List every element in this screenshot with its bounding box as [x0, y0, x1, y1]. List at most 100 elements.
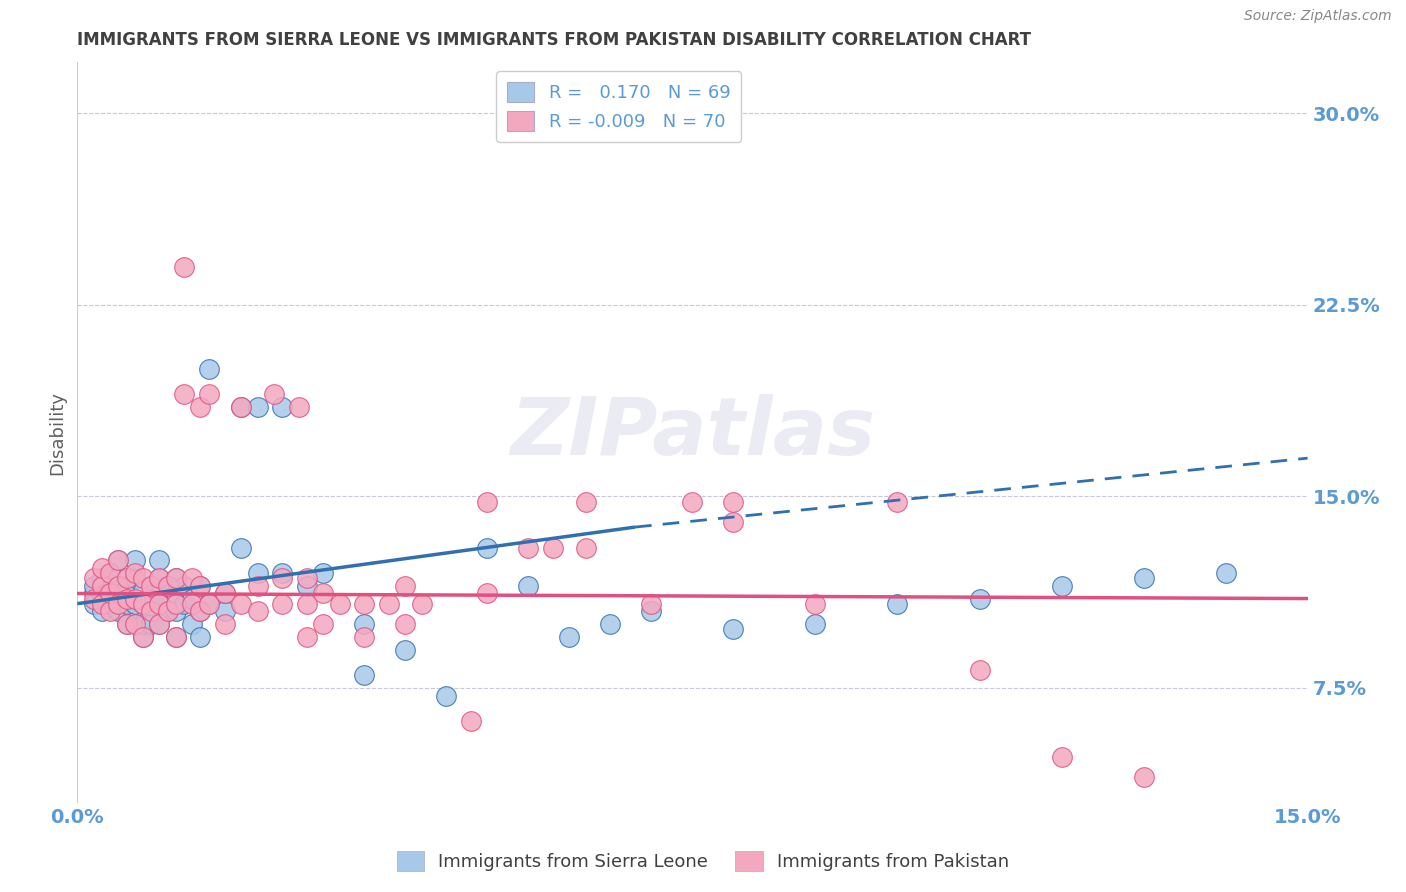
Point	[804, 597, 827, 611]
Point	[214, 617, 236, 632]
Point	[165, 597, 187, 611]
Point	[124, 617, 146, 632]
Point	[115, 617, 138, 632]
Point	[132, 571, 155, 585]
Point	[541, 541, 564, 555]
Point	[599, 617, 621, 632]
Text: ZIPatlas: ZIPatlas	[510, 393, 875, 472]
Point	[115, 579, 138, 593]
Y-axis label: Disability: Disability	[48, 391, 66, 475]
Point	[83, 579, 105, 593]
Point	[156, 604, 179, 618]
Point	[246, 566, 269, 580]
Point	[132, 630, 155, 644]
Point	[477, 494, 499, 508]
Point	[148, 571, 170, 585]
Point	[107, 553, 129, 567]
Point	[1050, 579, 1073, 593]
Point	[197, 597, 219, 611]
Point	[378, 597, 401, 611]
Point	[1132, 571, 1154, 585]
Point	[107, 553, 129, 567]
Point	[246, 579, 269, 593]
Point	[83, 571, 105, 585]
Point	[132, 597, 155, 611]
Point	[181, 591, 204, 606]
Point	[271, 400, 294, 414]
Point	[181, 571, 204, 585]
Point	[1132, 770, 1154, 784]
Point	[107, 571, 129, 585]
Point	[886, 597, 908, 611]
Point	[165, 630, 187, 644]
Point	[98, 597, 121, 611]
Point	[271, 566, 294, 580]
Point	[90, 597, 114, 611]
Point	[90, 579, 114, 593]
Point	[132, 583, 155, 598]
Point	[115, 571, 138, 585]
Point	[886, 494, 908, 508]
Point	[98, 571, 121, 585]
Point	[575, 541, 598, 555]
Point	[246, 400, 269, 414]
Point	[312, 586, 335, 600]
Point	[156, 579, 179, 593]
Point	[148, 617, 170, 632]
Point	[295, 597, 318, 611]
Point	[165, 571, 187, 585]
Point	[682, 494, 704, 508]
Point	[188, 579, 212, 593]
Point	[394, 617, 416, 632]
Point	[295, 579, 318, 593]
Point	[188, 604, 212, 618]
Point	[214, 586, 236, 600]
Point	[231, 597, 253, 611]
Point	[165, 604, 187, 618]
Point	[197, 361, 219, 376]
Point	[969, 663, 991, 677]
Point	[214, 586, 236, 600]
Point	[436, 689, 458, 703]
Point	[188, 579, 212, 593]
Point	[188, 400, 212, 414]
Point	[231, 400, 253, 414]
Point	[115, 617, 138, 632]
Point	[173, 387, 195, 401]
Point	[246, 604, 269, 618]
Point	[107, 591, 129, 606]
Text: IMMIGRANTS FROM SIERRA LEONE VS IMMIGRANTS FROM PAKISTAN DISABILITY CORRELATION : IMMIGRANTS FROM SIERRA LEONE VS IMMIGRAN…	[77, 31, 1032, 49]
Point	[98, 586, 121, 600]
Point	[124, 566, 146, 580]
Point	[148, 597, 170, 611]
Point	[353, 630, 375, 644]
Point	[124, 553, 146, 567]
Point	[124, 617, 146, 632]
Point	[173, 260, 195, 274]
Point	[165, 571, 187, 585]
Point	[394, 642, 416, 657]
Point	[107, 579, 129, 593]
Point	[83, 597, 105, 611]
Point	[148, 597, 170, 611]
Point	[197, 597, 219, 611]
Point	[148, 553, 170, 567]
Point	[231, 400, 253, 414]
Point	[312, 617, 335, 632]
Point	[107, 604, 129, 618]
Point	[271, 571, 294, 585]
Point	[156, 604, 179, 618]
Point	[723, 494, 745, 508]
Point	[477, 541, 499, 555]
Point	[477, 586, 499, 600]
Point	[173, 597, 195, 611]
Point	[141, 604, 163, 618]
Point	[804, 617, 827, 632]
Point	[98, 604, 121, 618]
Point	[640, 597, 662, 611]
Point	[115, 591, 138, 606]
Point	[124, 591, 146, 606]
Text: Source: ZipAtlas.com: Source: ZipAtlas.com	[1244, 9, 1392, 23]
Point	[181, 597, 204, 611]
Point	[353, 597, 375, 611]
